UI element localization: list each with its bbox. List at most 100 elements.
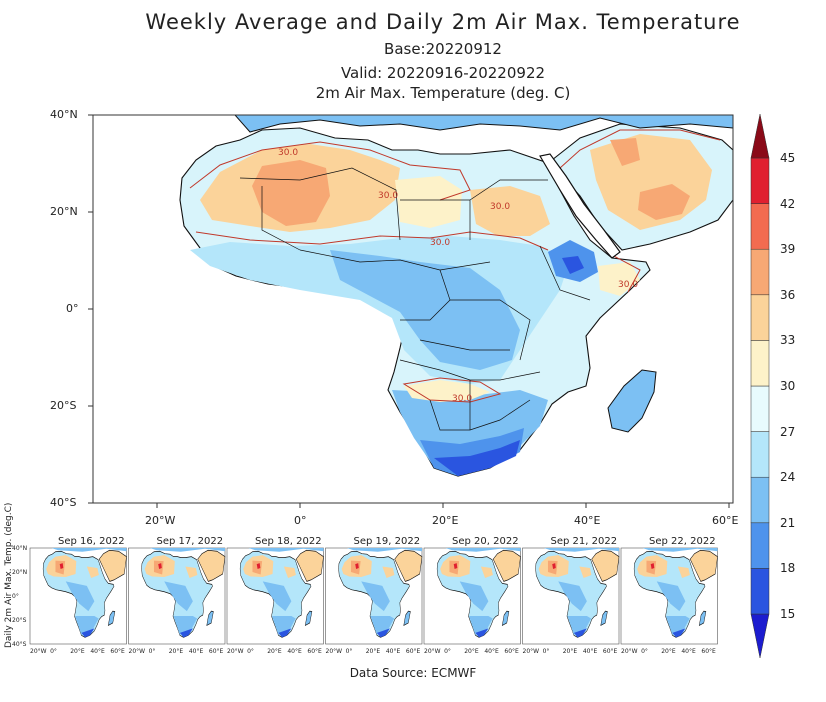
- colorbar-tick-label: 24: [780, 470, 796, 485]
- panel-lon-label: 40°E: [582, 648, 598, 655]
- panel-map: [239, 548, 324, 638]
- panel-date-label: Sep 21, 2022: [550, 536, 618, 547]
- panel-date-label: Sep 16, 2022: [58, 536, 125, 547]
- panel-date-label: Sep 22, 2022: [649, 536, 716, 547]
- daily-panel: [128, 547, 226, 645]
- panel-lon-label: 20°W: [227, 648, 244, 655]
- panel-lat-label: 20°N: [12, 569, 28, 576]
- panel-map: [535, 548, 620, 638]
- panel-lon-label: 60°E: [110, 648, 125, 655]
- panel-lon-label: 60°E: [701, 648, 716, 655]
- panel-map: [338, 548, 423, 638]
- colorbar-segment: [750, 568, 770, 615]
- panel-map: [42, 548, 127, 638]
- colorbar-tick-label: 30: [780, 379, 796, 393]
- base-date: Base:20220912: [384, 40, 502, 58]
- panel-date-label: Sep 18, 2022: [255, 536, 322, 547]
- panel-map: [633, 548, 718, 638]
- colorbar-upper-arrow: [750, 113, 770, 159]
- panel-lon-label: 20°E: [562, 648, 578, 655]
- colorbar-segment: [750, 431, 770, 478]
- colorbar-segment: [750, 385, 770, 432]
- colorbar-tick-label: 39: [780, 242, 796, 257]
- panel-lon-label: 0°: [641, 648, 648, 655]
- panel-lon-label: 60°E: [602, 648, 618, 655]
- colorbar-tick-label: 18: [780, 561, 796, 576]
- panel-lon-label: 20°E: [70, 648, 85, 655]
- daily-panel: [226, 547, 324, 645]
- colorbar-tick-label: 36: [780, 287, 796, 302]
- lon-label: 40°E: [574, 514, 601, 527]
- panel-lon-label: 20°W: [325, 648, 343, 655]
- panel-map: [436, 548, 521, 638]
- panel-lon-label: 0°: [148, 648, 156, 655]
- panel-lon-label: 60°E: [307, 648, 322, 655]
- contour-label: 30.0: [452, 394, 473, 404]
- lat-label: 20°S: [50, 399, 77, 412]
- panel-lon-label: 20°E: [464, 648, 479, 655]
- panel-date-label: Sep 19, 2022: [353, 536, 421, 547]
- panel-lon-label: 20°W: [621, 648, 638, 655]
- temperature-field: [179, 115, 733, 477]
- lon-label: 60°E: [712, 514, 739, 527]
- panel-lon-label: 20°W: [522, 648, 540, 655]
- colorbar-segment: [750, 476, 770, 524]
- panel-lon-label: 20°E: [365, 648, 381, 655]
- lat-label: 20°N: [50, 205, 78, 218]
- panel-date-label: Sep 20, 2022: [452, 536, 519, 547]
- data-source: Data Source: ECMWF: [349, 666, 477, 680]
- lon-label: 20°E: [432, 514, 459, 527]
- panel-lon-label: 0°: [345, 648, 353, 655]
- panel-lat-label: 40°S: [12, 641, 27, 648]
- panel-lon-label: 40°E: [385, 648, 401, 655]
- colorbar-tick-label: 15: [780, 607, 796, 621]
- panel-lon-label: 40°E: [287, 648, 302, 655]
- daily-panels: [29, 547, 718, 645]
- panel-lat-label: 40°N: [12, 545, 28, 552]
- panel-lon-label: 40°E: [681, 648, 696, 655]
- colorbar-segment: [750, 522, 770, 569]
- colorbar-segment: [750, 203, 770, 250]
- daily-panel: [620, 547, 718, 645]
- variable-subtitle: 2m Air Max. Temperature (deg. C): [315, 84, 571, 102]
- lat-label: 0°: [66, 302, 79, 315]
- contour-label: 30.0: [618, 280, 639, 290]
- lat-label: 40°N: [50, 108, 78, 121]
- colorbar-lower-arrow: [750, 613, 770, 659]
- colorbar-segment: [750, 157, 770, 204]
- map-title: Weekly Average and Daily 2m Air Max. Tem…: [145, 10, 741, 34]
- panel-lon-label: 20°W: [424, 648, 441, 655]
- panel-lon-label: 20°E: [661, 648, 676, 655]
- panel-lon-label: 0°: [247, 648, 254, 655]
- colorbar-segment: [750, 248, 770, 296]
- colorbar-tick-label: 45: [780, 151, 796, 165]
- panel-lon-label: 0°: [50, 648, 57, 655]
- panel-lon-label: 40°E: [90, 648, 105, 655]
- lon-label: 20°W: [145, 514, 176, 527]
- colorbar-tick-label: 27: [780, 424, 796, 439]
- lon-label: 0°: [294, 514, 307, 527]
- panel-lon-label: 60°E: [405, 648, 421, 655]
- contour-label: 30.0: [278, 148, 299, 158]
- daily-panel: [29, 547, 127, 645]
- contour-label: 30.0: [430, 238, 451, 248]
- colorbar: [750, 113, 770, 659]
- contour-label: 30.0: [490, 202, 511, 212]
- colorbar-tick-label: 33: [780, 333, 796, 348]
- panel-lat-label: 0°: [12, 593, 19, 600]
- panel-lat-label: 20°S: [12, 617, 27, 624]
- panel-date-label: Sep 17, 2022: [156, 536, 224, 547]
- colorbar-segment: [750, 340, 770, 387]
- madagascar: [607, 369, 657, 433]
- panel-lon-label: 0°: [542, 648, 550, 655]
- panel-lon-label: 60°E: [208, 648, 224, 655]
- europe-landmass: [234, 115, 733, 133]
- panel-lon-label: 0°: [444, 648, 451, 655]
- panel-lon-label: 20°W: [128, 648, 146, 655]
- panel-lon-label: 20°E: [267, 648, 282, 655]
- daily-panel: [325, 547, 423, 645]
- colorbar-segment: [750, 294, 770, 341]
- daily-panel: [522, 547, 620, 645]
- contour-label: 30.0: [378, 191, 399, 201]
